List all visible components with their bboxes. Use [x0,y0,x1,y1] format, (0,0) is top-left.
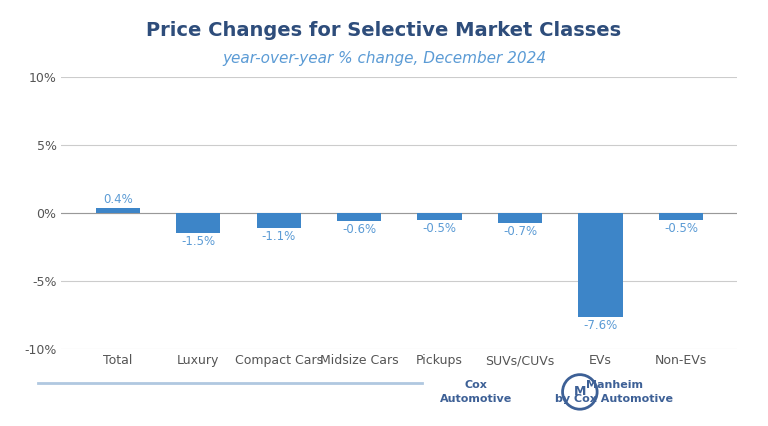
Text: Manheim
by Cox Automotive: Manheim by Cox Automotive [555,380,674,403]
Bar [176,213,220,233]
Text: year-over-year % change, December 2024: year-over-year % change, December 2024 [222,51,546,66]
Bar [257,213,301,228]
Text: 0.4%: 0.4% [103,193,133,205]
Text: -0.5%: -0.5% [664,222,698,235]
Bar [659,213,703,220]
Text: -1.5%: -1.5% [181,236,215,248]
Bar [96,207,140,213]
Text: -0.6%: -0.6% [342,223,376,236]
Text: Cox
Automotive: Cox Automotive [440,380,512,403]
Text: -1.1%: -1.1% [262,230,296,243]
Text: -0.7%: -0.7% [503,225,537,238]
Bar [418,213,462,220]
Text: -0.5%: -0.5% [422,222,457,235]
Bar [337,213,381,221]
Bar [578,213,623,317]
Bar [498,213,542,222]
Text: M: M [574,386,586,398]
Text: Price Changes for Selective Market Classes: Price Changes for Selective Market Class… [147,21,621,40]
Text: -7.6%: -7.6% [584,319,617,332]
